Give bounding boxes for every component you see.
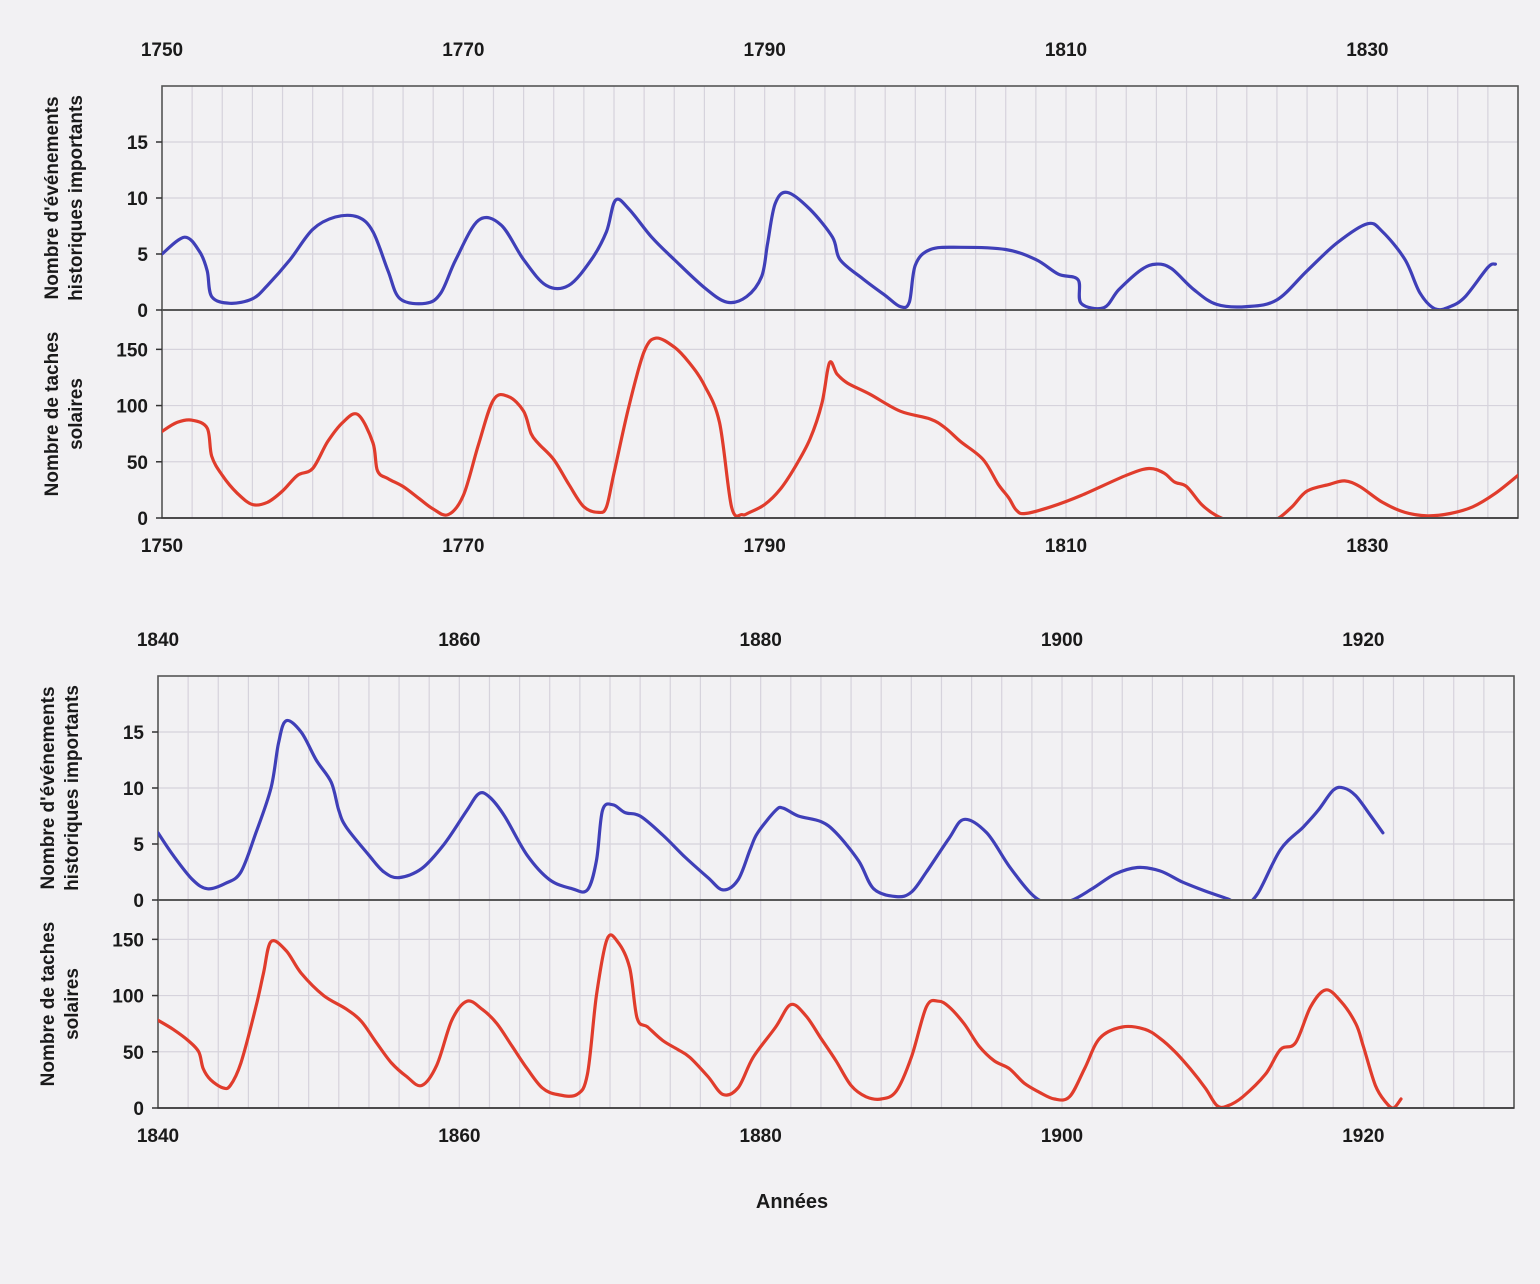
y-tick-label: 0 [133, 1099, 144, 1120]
x-tick-label-top: 1880 [740, 630, 782, 651]
grid [162, 86, 1518, 518]
x-tick-label-top: 1900 [1041, 630, 1083, 651]
sunspots-line [158, 933, 1403, 1107]
y-axis-title-line: solaires [66, 378, 87, 450]
historical-events-line [162, 190, 1497, 309]
y-axis-title-line: historiques importants [62, 685, 83, 891]
y-tick-label: 100 [116, 397, 148, 418]
y-tick-label: 10 [127, 189, 148, 210]
x-tick-label-bottom: 1900 [1041, 1126, 1083, 1147]
series-lines [158, 718, 1403, 1107]
x-tick-label-top: 1790 [744, 40, 786, 61]
y-tick-label: 0 [137, 301, 148, 322]
series-lines [162, 190, 1518, 517]
y-tick-label: 150 [116, 340, 148, 361]
x-axis-title: Années [756, 1191, 828, 1213]
y-tick-label: 15 [123, 723, 145, 744]
x-tick-label-top: 1840 [137, 630, 179, 651]
x-tick-label-top: 1810 [1045, 40, 1087, 61]
x-tick-label-bottom: 1880 [740, 1126, 782, 1147]
y-tick-label: 0 [133, 891, 144, 912]
y-tick-label: 50 [127, 453, 148, 474]
y-axis-title-line: solaires [62, 968, 83, 1040]
grid [158, 676, 1514, 1108]
x-tick-label-bottom: 1840 [137, 1126, 179, 1147]
plot-frame [157, 675, 1515, 1109]
plot-frame [161, 85, 1519, 519]
y-axis-title-line: Nombre de taches [42, 332, 63, 497]
y-tick-label: 150 [112, 930, 144, 951]
x-tick-label-top: 1830 [1346, 40, 1388, 61]
historical-events-line [158, 718, 1385, 899]
x-tick-label-bottom: 1830 [1346, 536, 1388, 557]
x-tick-label-top: 1920 [1342, 630, 1384, 651]
x-tick-label-bottom: 1770 [442, 536, 484, 557]
x-tick-label-bottom: 1750 [141, 536, 183, 557]
y-axis-title-line: Nombre d'événements [38, 686, 59, 889]
x-tick-label-bottom: 1790 [744, 536, 786, 557]
x-tick-label-bottom: 1810 [1045, 536, 1087, 557]
y-tick-label: 50 [123, 1043, 144, 1064]
y-tick-label: 0 [137, 509, 148, 530]
x-tick-labels: 1840 1840 1860 1860 1880 1880 1900 1900 1920 1920 [137, 630, 1385, 1147]
y-axis-title-line: historiques importants [66, 95, 87, 301]
x-tick-label-bottom: 1860 [438, 1126, 480, 1147]
sunspots-line [162, 336, 1518, 517]
y-axis-titles: Nombre d'événements historiques important… [42, 95, 87, 496]
y-tick-label: 15 [127, 133, 149, 154]
x-tick-label-top: 1770 [442, 40, 484, 61]
x-tick-label-bottom: 1920 [1342, 1126, 1384, 1147]
y-axis-title-line: Nombre d'événements [42, 96, 63, 299]
y-tick-label: 5 [133, 835, 144, 856]
y-axis-title-line: Nombre de taches [38, 922, 59, 1087]
y-tick-label: 5 [137, 245, 148, 266]
x-tick-label-top: 1750 [141, 40, 183, 61]
x-tick-labels: 1750 1750 1770 1770 1790 1790 1810 1810 1830 1830 [141, 40, 1389, 557]
y-tick-label: 100 [112, 987, 144, 1008]
x-tick-label-top: 1860 [438, 630, 480, 651]
y-axis-titles: Nombre d'événements historiques important… [38, 685, 83, 1086]
y-tick-label: 10 [123, 779, 144, 800]
